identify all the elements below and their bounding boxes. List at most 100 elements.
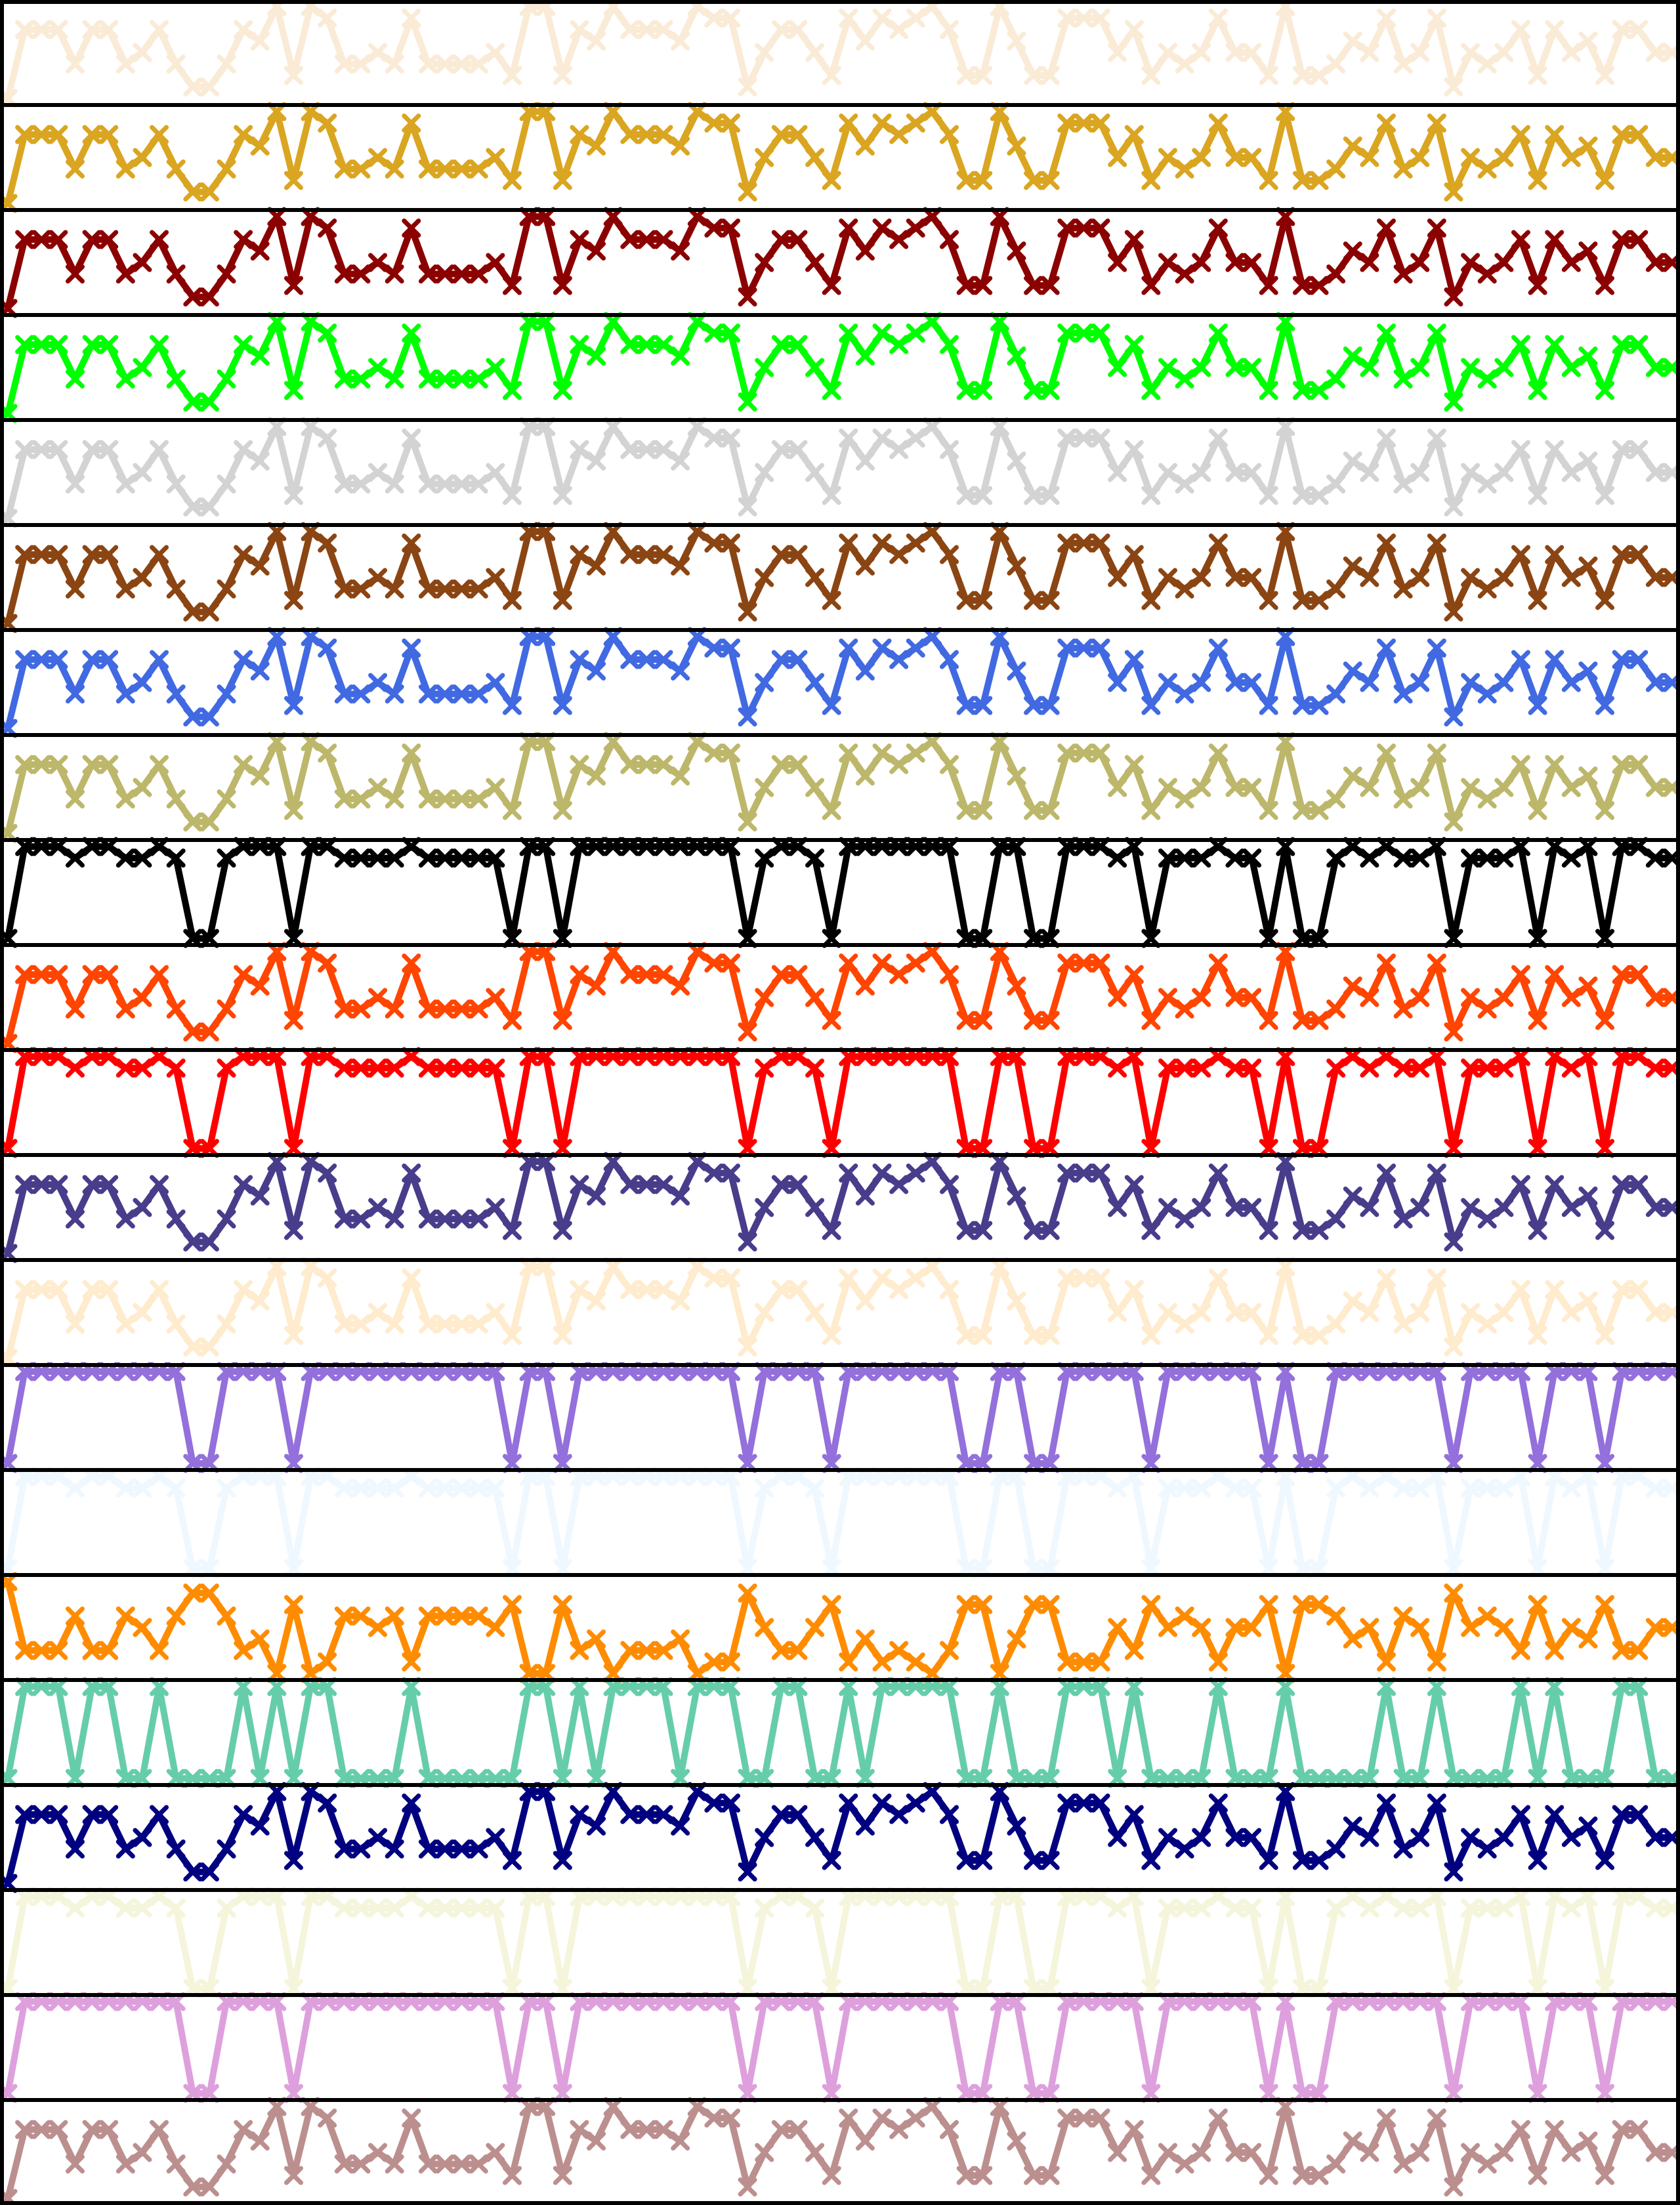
point-12-3 — [49, 1280, 68, 1299]
point-2-3 — [49, 230, 68, 249]
point-3-66 — [1108, 358, 1127, 377]
point-5-49 — [822, 591, 841, 610]
point-15-93 — [1561, 1618, 1581, 1637]
point-11-5 — [82, 1175, 102, 1194]
point-1-35 — [587, 136, 606, 156]
point-15-81 — [1360, 1618, 1379, 1637]
point-20-1 — [15, 2120, 35, 2139]
point-9-20 — [334, 999, 354, 1018]
point-5-19 — [318, 534, 337, 553]
point-4-39 — [654, 440, 673, 459]
point-0-13 — [217, 54, 236, 74]
point-3-72 — [1208, 324, 1228, 343]
point-7-60 — [1007, 766, 1026, 786]
point-12-85 — [1427, 1269, 1446, 1288]
point-5-91 — [1528, 591, 1547, 610]
point-11-10 — [166, 1209, 186, 1228]
point-12-27 — [452, 1314, 472, 1334]
point-17-52 — [872, 1794, 892, 1813]
point-15-89 — [1494, 1618, 1514, 1637]
point-11-81 — [1360, 1198, 1379, 1217]
point-7-47 — [788, 755, 808, 774]
point-11-7 — [116, 1209, 135, 1228]
point-0-58 — [973, 66, 993, 85]
point-20-47 — [788, 2120, 808, 2139]
point-11-74 — [1242, 1198, 1262, 1217]
point-2-19 — [318, 219, 337, 238]
point-7-97 — [1629, 755, 1648, 774]
point-0-70 — [1175, 54, 1194, 74]
point-5-82 — [1377, 534, 1396, 553]
point-1-25 — [418, 159, 438, 178]
point-12-44 — [738, 1337, 757, 1356]
point-12-53 — [889, 1280, 909, 1299]
point-5-75 — [1259, 591, 1278, 610]
point-1-79 — [1326, 159, 1346, 178]
point-18-71 — [1192, 1899, 1211, 1918]
point-4-94 — [1578, 452, 1598, 471]
point-12-80 — [1343, 1292, 1362, 1311]
point-6-50 — [839, 639, 858, 658]
point-0-39 — [654, 20, 673, 39]
point-10-70 — [1175, 1059, 1194, 1078]
point-0-66 — [1108, 43, 1127, 62]
point-0-54 — [906, 9, 925, 28]
point-4-14 — [234, 440, 253, 459]
point-8-83 — [1393, 849, 1413, 868]
point-17-66 — [1108, 1828, 1127, 1847]
point-0-52 — [872, 9, 892, 28]
point-4-81 — [1360, 463, 1379, 482]
point-4-62 — [1040, 486, 1060, 505]
point-9-92 — [1545, 965, 1564, 984]
point-2-38 — [637, 230, 656, 249]
point-17-96 — [1612, 1805, 1631, 1824]
point-2-73 — [1225, 253, 1245, 272]
point-20-81 — [1360, 2143, 1379, 2162]
point-4-7 — [116, 474, 135, 494]
point-17-72 — [1208, 1794, 1228, 1813]
point-7-39 — [654, 755, 673, 774]
point-6-91 — [1528, 696, 1547, 715]
point-14-73 — [1225, 1479, 1245, 1498]
point-20-12 — [200, 2177, 219, 2196]
point-11-27 — [452, 1209, 472, 1228]
point-15-56 — [940, 1641, 959, 1660]
point-8-27 — [452, 849, 472, 868]
point-17-53 — [889, 1805, 909, 1824]
point-7-86 — [1444, 812, 1463, 831]
point-15-77 — [1292, 1595, 1312, 1614]
point-20-78 — [1309, 2166, 1329, 2185]
point-7-28 — [469, 789, 488, 808]
point-0-27 — [452, 54, 472, 74]
point-12-89 — [1494, 1303, 1514, 1322]
point-11-6 — [99, 1175, 119, 1194]
panel-18 — [0, 1887, 1680, 1998]
point-3-81 — [1360, 358, 1379, 377]
point-11-69 — [1158, 1198, 1178, 1217]
point-17-5 — [82, 1805, 102, 1824]
point-9-82 — [1377, 954, 1396, 973]
point-4-80 — [1343, 452, 1362, 471]
point-2-22 — [368, 253, 388, 272]
point-6-45 — [755, 673, 774, 692]
point-7-63 — [1057, 744, 1077, 763]
point-12-5 — [82, 1280, 102, 1299]
point-5-30 — [502, 591, 522, 610]
point-17-85 — [1427, 1794, 1446, 1813]
point-5-66 — [1108, 568, 1127, 587]
point-4-98 — [1645, 463, 1665, 482]
point-3-67 — [1124, 335, 1144, 354]
point-7-15 — [250, 766, 270, 786]
point-15-60 — [1007, 1629, 1026, 1648]
point-20-45 — [755, 2143, 774, 2162]
point-9-98 — [1645, 988, 1665, 1007]
point-20-56 — [940, 2120, 959, 2139]
point-3-47 — [788, 335, 808, 354]
point-20-64 — [1074, 2109, 1093, 2128]
point-11-94 — [1578, 1186, 1598, 1206]
point-2-51 — [855, 242, 875, 261]
point-3-49 — [822, 381, 841, 400]
point-14-22 — [368, 1479, 388, 1498]
point-6-12 — [200, 707, 219, 726]
point-4-28 — [469, 474, 488, 494]
